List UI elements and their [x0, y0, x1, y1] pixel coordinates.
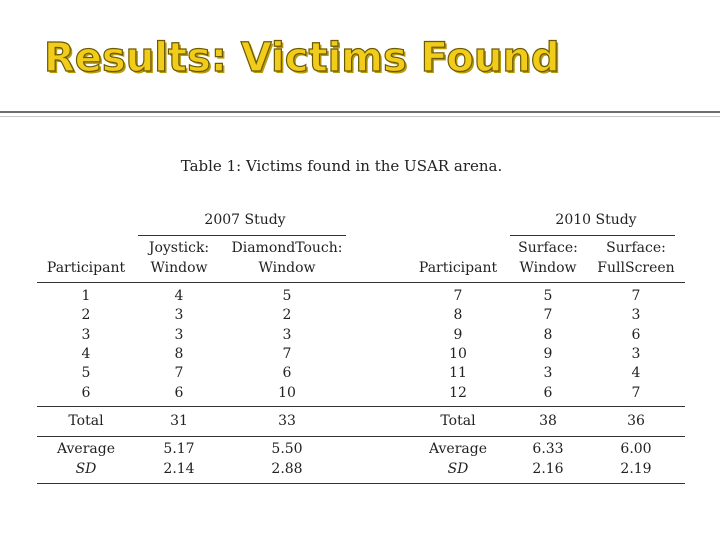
column-header-surface-2: Surface:	[606, 240, 666, 256]
table-cell: 5	[543, 288, 553, 304]
body-rule	[37, 406, 685, 407]
total-cell: Total	[68, 413, 104, 429]
table-cell: 12	[449, 385, 467, 401]
table-cell: 10	[449, 346, 467, 362]
sd-cell: SD	[75, 461, 97, 477]
group-rule-2010	[510, 235, 675, 236]
table-cell: 8	[543, 327, 553, 343]
bottom-rule	[37, 483, 685, 484]
column-header-surface-window: Window	[519, 260, 577, 276]
table-cell: 4	[81, 346, 91, 362]
sd-cell: 2.16	[532, 461, 564, 477]
group-header-2010: 2010 Study	[555, 212, 637, 228]
table-cell: 9	[543, 346, 553, 362]
column-header-participant-2007: Participant	[46, 260, 126, 276]
total-cell: 38	[539, 413, 557, 429]
table-cell: 6	[174, 385, 184, 401]
table-cell: 6	[543, 385, 553, 401]
table-cell: 10	[278, 385, 296, 401]
table-cell: 6	[282, 365, 292, 381]
table-cell: 3	[543, 365, 553, 381]
average-cell: 5.50	[271, 441, 303, 457]
table-cell: 8	[174, 346, 184, 362]
table-cell: 6	[631, 327, 641, 343]
column-header-surface: Surface:	[518, 240, 578, 256]
average-cell: Average	[428, 441, 488, 457]
table-cell: 3	[174, 307, 184, 323]
column-header-participant-2010: Participant	[418, 260, 498, 276]
average-cell: 6.33	[532, 441, 564, 457]
total-cell: Total	[440, 413, 476, 429]
table-cell: 3	[631, 307, 641, 323]
average-cell: 5.17	[163, 441, 195, 457]
sd-cell: 2.14	[163, 461, 195, 477]
table-cell: 2	[81, 307, 91, 323]
table-cell: 6	[81, 385, 91, 401]
table-cell: 4	[631, 365, 641, 381]
table-cell: 9	[453, 327, 463, 343]
sd-cell: 2.88	[271, 461, 303, 477]
table-cell: 5	[81, 365, 91, 381]
column-header-diamondtouch: DiamondTouch:	[231, 240, 343, 256]
average-cell: Average	[56, 441, 116, 457]
table-cell: 1	[81, 288, 91, 304]
column-header-joystick: Joystick:	[148, 240, 210, 256]
table-cell: 3	[282, 327, 292, 343]
total-cell: 36	[627, 413, 645, 429]
group-rule-2007	[138, 235, 346, 236]
table-cell: 3	[174, 327, 184, 343]
column-header-diamondtouch-window: Window	[258, 260, 316, 276]
column-header-surface-fullscreen: FullScreen	[597, 260, 675, 276]
table-cell: 7	[543, 307, 553, 323]
table-cell: 2	[282, 307, 292, 323]
table-cell: 7	[282, 346, 292, 362]
table-cell: 7	[631, 288, 641, 304]
table-caption: Table 1: Victims found in the USAR arena…	[180, 157, 503, 175]
table-cell: 4	[174, 288, 184, 304]
total-rule	[37, 436, 685, 437]
total-cell: 31	[170, 413, 188, 429]
average-cell: 6.00	[620, 441, 652, 457]
title-divider	[0, 111, 720, 113]
table-cell: 11	[449, 365, 467, 381]
sd-cell: 2.19	[620, 461, 652, 477]
slide-title: Results: Victims Found	[43, 35, 560, 81]
table-cell: 3	[81, 327, 91, 343]
sd-cell: SD	[447, 461, 469, 477]
table-cell: 7	[631, 385, 641, 401]
header-rule	[37, 282, 685, 283]
title-divider-light	[0, 116, 720, 117]
table-cell: 5	[282, 288, 292, 304]
table-cell: 3	[631, 346, 641, 362]
column-header-joystick-window: Window	[150, 260, 208, 276]
table-cell: 8	[453, 307, 463, 323]
table-cell: 7	[453, 288, 463, 304]
group-header-2007: 2007 Study	[204, 212, 286, 228]
table-cell: 7	[174, 365, 184, 381]
total-cell: 33	[278, 413, 296, 429]
